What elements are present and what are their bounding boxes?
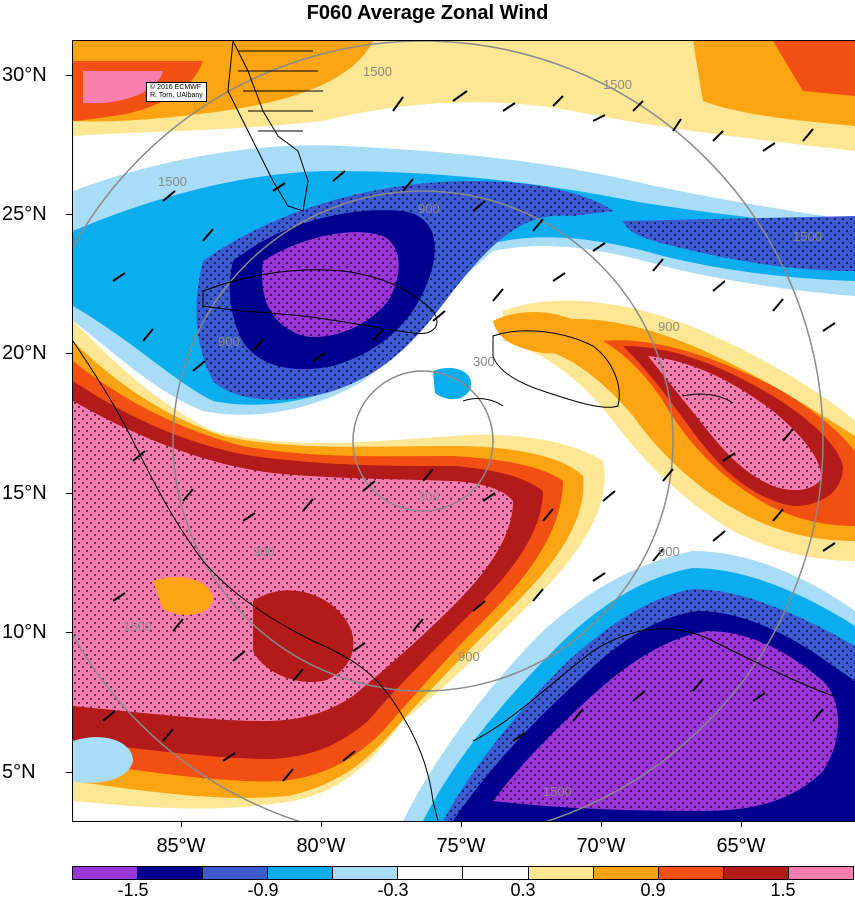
lat-label: 10°N — [2, 621, 47, 643]
contour-label: 1500 — [363, 64, 392, 79]
credit-line: R. Torn, UAlbany — [150, 92, 203, 99]
colorbar-label: 0.3 — [510, 880, 536, 900]
southern-negative-band — [403, 551, 855, 821]
colorbar-segment — [723, 867, 789, 879]
lon-tick — [601, 821, 602, 827]
colorbar-segment — [398, 867, 464, 879]
contour-label: 1500 — [543, 784, 572, 799]
coastlines — [73, 41, 834, 821]
lat-tick — [66, 214, 72, 215]
colorbar — [72, 866, 854, 880]
lat-label: 30°N — [2, 64, 47, 86]
contour-label: 900 — [253, 544, 275, 559]
zonal-wind-map: 1500 1500 1500 1500 1500 1500 900 900 90… — [73, 41, 855, 821]
contour-label: 900 — [658, 544, 680, 559]
lat-label: 15°N — [2, 482, 47, 504]
colorbar-label: -0.9 — [247, 880, 279, 900]
credit-box: © 2016 ECMWF R. Torn, UAlbany — [146, 82, 207, 102]
contour-label: 1500 — [123, 619, 152, 634]
lat-tick — [66, 772, 72, 773]
colorbar-segment — [73, 867, 139, 879]
small-anomaly-patches — [73, 311, 586, 783]
credit-line: © 2016 ECMWF — [150, 84, 202, 91]
contour-label: 1500 — [793, 229, 822, 244]
lon-label: 75°W — [436, 835, 486, 857]
lat-label: 20°N — [2, 342, 47, 364]
contour-label: 900 — [458, 649, 480, 664]
colorbar-segment — [463, 867, 529, 879]
contour-labels: 1500 1500 1500 1500 1500 1500 900 900 90… — [123, 64, 822, 799]
lat-tick — [66, 493, 72, 494]
contour-label: 300 — [473, 354, 495, 369]
lat-tick — [66, 632, 72, 633]
contour-label: 900 — [418, 201, 440, 216]
colorbar-segment — [138, 867, 204, 879]
colorbar-segment — [203, 867, 269, 879]
caribbean-positive-band — [73, 321, 605, 809]
lon-tick — [321, 821, 322, 827]
colorbar-label: 1.5 — [770, 880, 796, 900]
lon-tick — [741, 821, 742, 827]
colorbar-segment — [528, 867, 594, 879]
wind-barbs — [102, 90, 836, 782]
colorbar-segment — [333, 867, 399, 879]
colorbar-label: -0.3 — [377, 880, 409, 900]
lon-tick — [461, 821, 462, 827]
lon-label: 85°W — [156, 835, 206, 857]
colorbar-segment — [268, 867, 334, 879]
lon-label: 70°W — [576, 835, 626, 857]
colorbar-label: 0.9 — [640, 880, 666, 900]
lon-label: 80°W — [296, 835, 346, 857]
range-rings — [73, 41, 824, 821]
colorbar-segment — [658, 867, 724, 879]
colorbar-segment — [788, 867, 853, 879]
contour-label: 1500 — [603, 77, 632, 92]
lat-label: 25°N — [2, 203, 47, 225]
lon-tick — [181, 821, 182, 827]
contour-label: 900 — [218, 334, 240, 349]
map-panel: 1500 1500 1500 1500 1500 1500 900 900 90… — [72, 40, 855, 822]
contour-label: 300 — [418, 489, 440, 504]
colorbar-segment — [593, 867, 659, 879]
colorbar-label: -1.5 — [117, 880, 149, 900]
lat-tick — [66, 353, 72, 354]
lat-tick — [66, 75, 72, 76]
contour-label: 900 — [658, 319, 680, 334]
eastern-positive-band — [503, 300, 855, 561]
lon-label: 65°W — [716, 835, 766, 857]
map-title: F060 Average Zonal Wind — [306, 2, 549, 24]
lat-label: 5°N — [2, 761, 36, 783]
contour-label: 1500 — [158, 174, 187, 189]
